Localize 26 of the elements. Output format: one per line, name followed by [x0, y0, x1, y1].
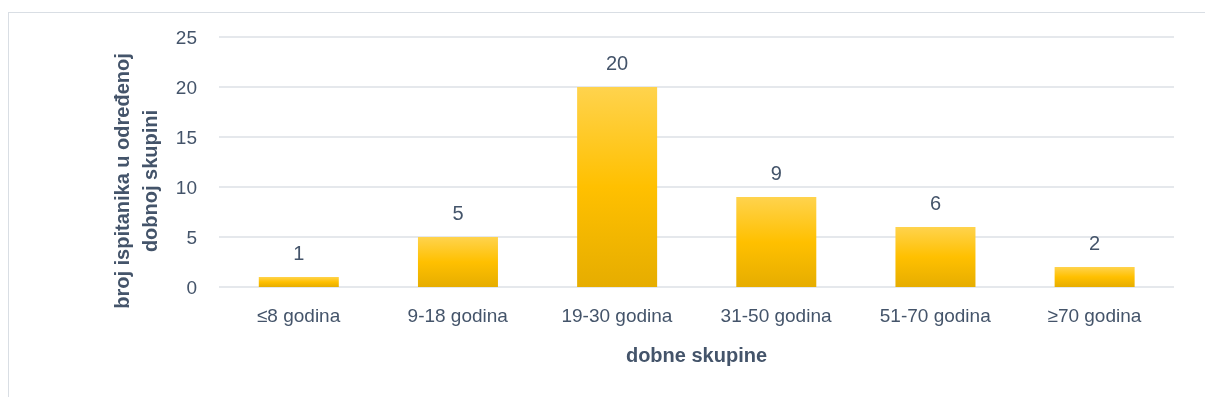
y-tick-label: 5 — [186, 226, 197, 248]
x-tick-label: 9-18 godina — [407, 305, 509, 327]
bar — [577, 87, 658, 287]
x-tick-label: ≥70 godina — [1047, 305, 1142, 327]
x-tick-label: ≤8 godina — [256, 305, 341, 327]
data-label: 5 — [452, 202, 464, 224]
data-label: 2 — [1089, 232, 1101, 254]
bar — [417, 237, 498, 287]
bar — [258, 277, 339, 287]
x-tick-label: 31-50 godina — [720, 305, 832, 327]
data-label: 20 — [606, 52, 629, 74]
y-tick-label: 10 — [175, 176, 197, 198]
y-tick-label: 20 — [175, 76, 197, 98]
x-axis-title: dobne skupine — [625, 344, 768, 366]
y-tick-label: 0 — [186, 276, 197, 298]
bar — [736, 197, 817, 287]
data-label: 1 — [293, 242, 305, 264]
data-label: 9 — [770, 162, 782, 184]
x-tick-label: 51-70 godina — [879, 305, 992, 327]
bar — [1054, 267, 1135, 287]
data-label: 6 — [929, 192, 942, 214]
y-tick-label: 25 — [175, 26, 197, 48]
bar — [895, 227, 976, 287]
x-tick-label: 19-30 godina — [561, 305, 673, 327]
y-tick-label: 15 — [175, 126, 197, 148]
y-axis-title: broj ispitanika u određenoj dobnoj skupini — [111, 53, 161, 309]
